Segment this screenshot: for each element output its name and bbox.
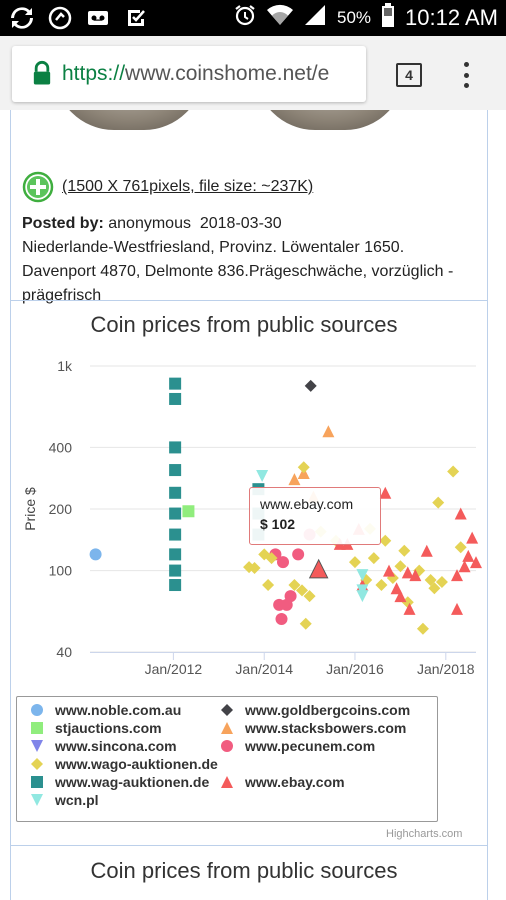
legend-symbol	[31, 758, 43, 770]
web-content: (1500 X 761pixels, file size: ~237K) Pos…	[0, 110, 506, 900]
legend-symbol	[31, 704, 43, 716]
frame-border-left	[10, 110, 11, 900]
url-host: www.coinshome.net/e	[125, 62, 330, 85]
chart-tooltip: www.ebay.com $ 102	[249, 487, 381, 545]
voicemail-icon	[84, 4, 112, 32]
legend-item[interactable]: www.noble.com.au	[29, 702, 181, 718]
legend-symbol	[221, 740, 233, 752]
legend-marker	[31, 776, 43, 788]
legend-marker	[221, 740, 233, 752]
signal-icon	[303, 3, 327, 33]
url-scheme: https://	[62, 62, 126, 85]
legend-symbol	[31, 722, 43, 734]
notification-icons	[8, 4, 150, 32]
coin-image-obverse[interactable]	[54, 110, 204, 130]
address-bar[interactable]: https://www.coinshome.net/e	[12, 46, 366, 102]
legend-label: www.stacksbowers.com	[245, 720, 407, 736]
legend-symbol	[221, 776, 233, 788]
wifi-icon	[267, 4, 294, 32]
post-description: Niederlande-Westfriesland, Provinz. Löwe…	[22, 239, 454, 304]
post-details: Posted by: anonymous 2018-03-30 Niederla…	[22, 212, 482, 308]
tooltip-host: www.ebay.com	[260, 496, 354, 512]
chart-title-second: Coin prices from public sources	[90, 858, 398, 883]
image-info: (1500 X 761pixels, file size: ~237K) Pos…	[22, 171, 482, 308]
legend-marker	[31, 758, 43, 770]
battery-icon	[381, 3, 395, 33]
legend-marker	[31, 740, 43, 752]
legend-item[interactable]: www.sincona.com	[29, 738, 177, 754]
checklist-icon	[122, 4, 150, 32]
legend-item[interactable]: stjauctions.com	[29, 720, 162, 736]
legend-label: www.goldbergcoins.com	[245, 702, 411, 718]
image-size-link[interactable]: (1500 X 761pixels, file size: ~237K)	[62, 178, 314, 195]
tab-switcher-button[interactable]: 4	[396, 63, 422, 87]
browser-toolbar: https://www.coinshome.net/e 4	[0, 36, 506, 110]
coin-image-reverse[interactable]	[255, 110, 405, 130]
posted-by-label: Posted by:	[22, 215, 104, 232]
legend-marker	[221, 776, 233, 788]
legend-label: www.ebay.com	[245, 774, 345, 790]
legend-marker	[221, 722, 233, 734]
legend-label: www.wago-auktionen.de	[55, 756, 218, 772]
legend-label: www.noble.com.au	[55, 702, 182, 718]
legend-symbol	[31, 776, 43, 788]
legend-marker	[221, 704, 233, 716]
chart-title: Coin prices from public sources	[90, 312, 398, 337]
legend-label: www.wag-auktionen.de	[55, 774, 210, 790]
legend-label: wcn.pl	[55, 792, 99, 808]
legend-item[interactable]: www.ebay.com	[219, 774, 345, 790]
legend-label: www.pecunem.com	[245, 738, 376, 754]
legend-item[interactable]: www.stacksbowers.com	[219, 720, 406, 736]
sync-icon	[8, 4, 36, 32]
legend-symbol	[31, 794, 43, 806]
post-date: 2018-03-30	[199, 215, 282, 232]
legend-item[interactable]: www.wago-auktionen.de	[29, 756, 218, 772]
section-divider	[10, 300, 488, 301]
highcharts-credits[interactable]: Highcharts.com	[386, 828, 463, 840]
status-bar: 50% 10:12 AM	[0, 0, 506, 36]
url-text[interactable]: https://www.coinshome.net/e	[62, 62, 329, 86]
tooltip-price: $ 102	[260, 516, 296, 532]
post-author: anonymous	[108, 215, 191, 232]
section-divider	[10, 845, 488, 846]
legend-marker	[31, 704, 43, 716]
legend-item[interactable]: www.goldbergcoins.com	[219, 702, 410, 718]
legend-marker	[31, 794, 43, 806]
zoom-plus-icon[interactable]	[22, 171, 54, 203]
legend-item[interactable]: wcn.pl	[29, 792, 99, 808]
alarm-icon	[233, 3, 257, 33]
legend-marker	[31, 722, 43, 734]
clock: 10:12 AM	[405, 5, 498, 30]
refresh-icon	[46, 4, 74, 32]
legend-symbol	[221, 704, 233, 716]
legend-label: stjauctions.com	[55, 720, 162, 736]
system-status: 50% 10:12 AM	[233, 0, 498, 36]
overflow-menu-icon[interactable]	[460, 62, 472, 88]
frame-border-right	[487, 110, 488, 900]
chart-legend: www.noble.com.au www.goldbergcoins.com stj…	[16, 696, 438, 822]
legend-item[interactable]: www.wag-auktionen.de	[29, 774, 209, 790]
legend-symbol	[31, 740, 43, 752]
legend-symbol	[221, 722, 233, 734]
battery-percent: 50%	[337, 8, 372, 27]
legend-item[interactable]: www.pecunem.com	[219, 738, 375, 754]
legend-label: www.sincona.com	[55, 738, 177, 754]
lock-icon	[33, 60, 51, 85]
